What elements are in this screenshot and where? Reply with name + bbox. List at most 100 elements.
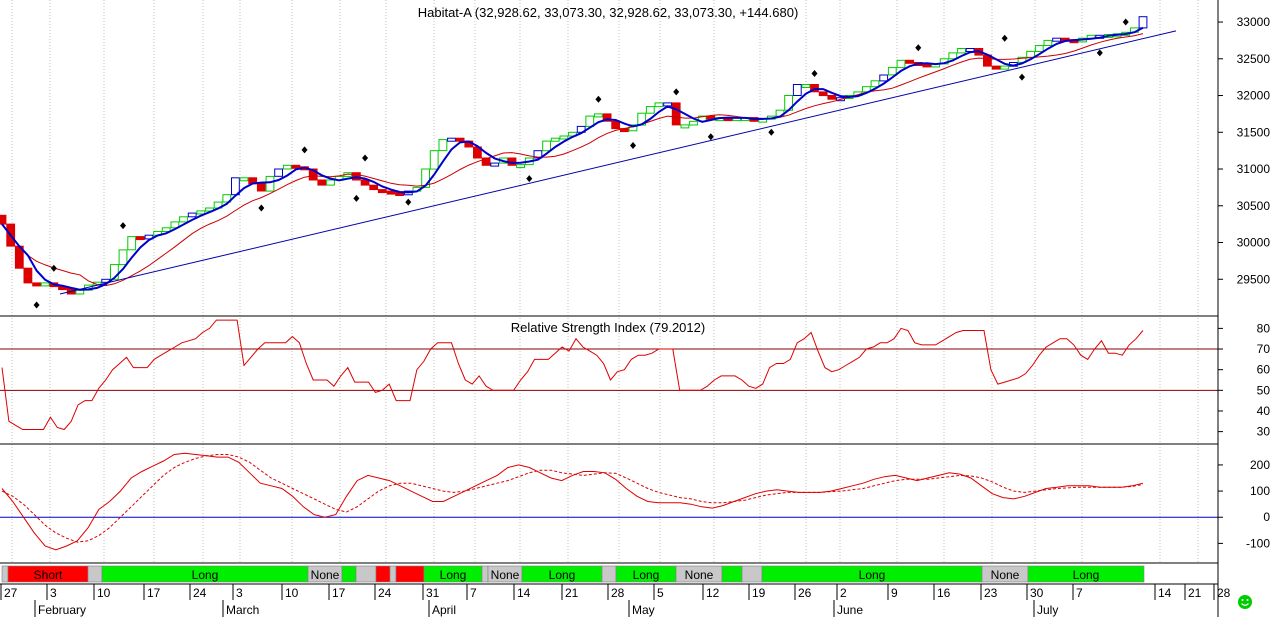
oscillator-line bbox=[1, 452, 1144, 551]
status-segment-label: Long bbox=[192, 568, 219, 582]
date-tick-label: 28 bbox=[1217, 586, 1231, 600]
price-bar bbox=[680, 124, 690, 129]
date-tick-label: 23 bbox=[984, 586, 998, 600]
swing-marker bbox=[595, 95, 602, 103]
swing-marker bbox=[50, 264, 57, 272]
axis-tick-label: 0 bbox=[1263, 510, 1270, 524]
swing-marker bbox=[673, 88, 680, 96]
status-segment-label: Long bbox=[633, 568, 660, 582]
price-bar bbox=[75, 289, 85, 295]
month-label: April bbox=[432, 603, 456, 617]
swing-marker bbox=[301, 146, 308, 154]
date-tick-label: 7 bbox=[1076, 586, 1083, 600]
price-bar bbox=[317, 179, 327, 186]
price-bar bbox=[1000, 65, 1010, 70]
price-bar bbox=[308, 168, 318, 181]
price-bar bbox=[550, 137, 560, 142]
date-tick-label: 3 bbox=[236, 586, 243, 600]
date-tick-label: 30 bbox=[1030, 586, 1044, 600]
price-bar bbox=[896, 59, 906, 69]
date-tick-label: 27 bbox=[4, 586, 18, 600]
axis-tick-label: 200 bbox=[1250, 458, 1270, 472]
status-segment bbox=[389, 565, 397, 583]
month-label: July bbox=[1037, 603, 1058, 617]
price-bar bbox=[455, 137, 465, 142]
smiley-icon[interactable] bbox=[1238, 595, 1252, 609]
swing-marker bbox=[1001, 34, 1008, 42]
swing-marker bbox=[707, 133, 714, 141]
price-bar bbox=[360, 179, 370, 186]
rsi-chart-title: Relative Strength Index (79.2012) bbox=[511, 320, 705, 335]
status-segment-label: Long bbox=[859, 568, 886, 582]
price-bar bbox=[170, 221, 180, 229]
price-bar bbox=[0, 214, 7, 225]
status-segment bbox=[355, 565, 377, 583]
oscillator-signal-line bbox=[1, 454, 1144, 543]
swing-marker bbox=[120, 222, 127, 230]
price-bar bbox=[870, 80, 880, 88]
date-tick-label: 21 bbox=[565, 586, 579, 600]
status-segment-label: None bbox=[491, 568, 520, 582]
month-label: May bbox=[632, 603, 655, 617]
axis-tick-label: 40 bbox=[1257, 404, 1271, 418]
status-segment-label: None bbox=[311, 568, 340, 582]
date-tick-label: 17 bbox=[332, 586, 346, 600]
oscillator-panel bbox=[0, 452, 1218, 551]
date-tick-label: 28 bbox=[611, 586, 625, 600]
status-segment bbox=[375, 565, 391, 583]
price-bar bbox=[611, 120, 621, 130]
price-bar bbox=[905, 59, 915, 64]
price-bar bbox=[671, 102, 681, 126]
date-tick-label: 17 bbox=[147, 586, 161, 600]
price-bar bbox=[879, 74, 889, 82]
date-tick-label: 9 bbox=[891, 586, 898, 600]
price-bar bbox=[274, 168, 284, 177]
axis-tick-label: 32500 bbox=[1237, 52, 1271, 66]
price-bar bbox=[369, 184, 379, 191]
month-label: March bbox=[226, 603, 259, 617]
price-bar bbox=[490, 162, 500, 167]
price-bar bbox=[792, 84, 802, 96]
axis-tick-label: 30 bbox=[1257, 425, 1271, 439]
swing-marker bbox=[915, 44, 922, 52]
price-bar bbox=[282, 164, 292, 170]
swing-marker bbox=[33, 301, 40, 309]
price-bar bbox=[689, 120, 698, 126]
swing-marker bbox=[1122, 18, 1129, 26]
swing-marker bbox=[1096, 49, 1103, 57]
date-axis: 27 3 10 17 24 3 10 17 24 31 7 14 21 28 5 12 19 26 2 9 16 23 30… bbox=[0, 584, 1231, 617]
swing-marker bbox=[630, 142, 637, 150]
axis-tick-label: 50 bbox=[1257, 383, 1271, 397]
price-bar bbox=[110, 264, 119, 280]
price-chart-title: Habitat-A (32,928.62, 33,073.30, 32,928.… bbox=[418, 5, 799, 20]
price-bar bbox=[887, 67, 897, 76]
price-bar bbox=[533, 150, 543, 159]
date-tick-label: 19 bbox=[752, 586, 766, 600]
axis-tick-label: 30500 bbox=[1237, 199, 1271, 213]
price-bar bbox=[127, 236, 137, 251]
price-bar bbox=[23, 267, 33, 284]
month-label: February bbox=[38, 603, 86, 617]
date-tick-label: 14 bbox=[517, 586, 531, 600]
price-bar bbox=[291, 164, 301, 169]
status-segment bbox=[87, 565, 103, 583]
date-tick-label: 24 bbox=[378, 586, 392, 600]
price-bar bbox=[40, 282, 50, 287]
status-segment-label: None bbox=[991, 568, 1020, 582]
vertical-grid bbox=[11, 0, 1199, 563]
price-bar bbox=[161, 227, 171, 233]
price-bar bbox=[438, 139, 448, 152]
price-bar bbox=[991, 65, 1001, 70]
price-bar bbox=[196, 210, 206, 215]
price-bar bbox=[801, 84, 811, 88]
axis-tick-label: 30000 bbox=[1237, 236, 1271, 250]
swing-marker bbox=[1018, 73, 1025, 81]
price-bar bbox=[32, 282, 42, 287]
price-bar bbox=[957, 48, 966, 54]
date-tick-label: 26 bbox=[798, 586, 812, 600]
price-bar bbox=[179, 216, 188, 223]
date-tick-label: 7 bbox=[470, 586, 477, 600]
status-segment-label: Short bbox=[34, 568, 63, 582]
